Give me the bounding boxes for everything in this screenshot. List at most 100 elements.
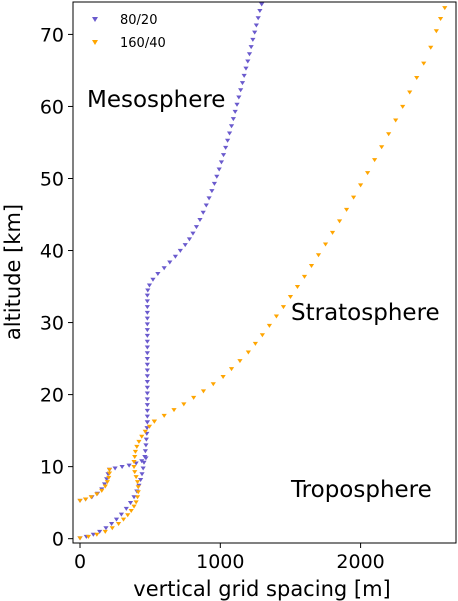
data-point-80-20 xyxy=(144,305,150,310)
data-point-160-40 xyxy=(171,408,177,413)
data-point-80-20 xyxy=(197,217,203,222)
data-point-80-20 xyxy=(144,333,150,338)
data-point-80-20 xyxy=(225,138,231,143)
data-point-80-20 xyxy=(144,368,150,373)
data-point-160-40 xyxy=(132,470,138,475)
data-point-80-20 xyxy=(193,225,200,230)
data-point-80-20 xyxy=(144,380,150,385)
data-point-160-40 xyxy=(191,395,197,400)
data-point-80-20 xyxy=(118,512,125,517)
data-point-160-40 xyxy=(102,484,108,489)
data-point-80-20 xyxy=(239,81,246,86)
data-point-80-20 xyxy=(144,299,150,304)
data-point-160-40 xyxy=(220,374,226,379)
data-point-80-20 xyxy=(236,95,242,100)
data-point-160-40 xyxy=(259,333,265,338)
data-point-80-20 xyxy=(119,465,125,470)
data-point-80-20 xyxy=(144,362,150,367)
legend-label-160-40: 160/40 xyxy=(120,36,166,51)
data-point-160-40 xyxy=(266,323,273,328)
data-point-80-20 xyxy=(142,449,148,454)
x-tick-label: 0 xyxy=(74,551,86,573)
data-point-160-40 xyxy=(252,341,258,346)
data-point-160-40 xyxy=(85,534,92,539)
data-point-80-20 xyxy=(127,501,134,506)
data-point-160-40 xyxy=(131,459,137,464)
x-tick-label: 2000 xyxy=(336,551,384,573)
data-point-160-40 xyxy=(287,295,294,300)
x-axis-label: vertical grid spacing [m] xyxy=(133,577,390,601)
data-point-80-20 xyxy=(209,189,215,194)
data-point-160-40 xyxy=(437,16,444,21)
data-point-160-40 xyxy=(294,284,301,289)
data-point-160-40 xyxy=(433,29,439,34)
data-point-160-40 xyxy=(142,429,148,434)
data-point-80-20 xyxy=(144,356,150,361)
data-point-160-40 xyxy=(136,439,142,444)
data-point-160-40 xyxy=(379,145,385,150)
data-point-80-20 xyxy=(112,466,118,471)
data-point-80-20 xyxy=(144,322,150,327)
data-point-80-20 xyxy=(255,16,261,21)
data-point-80-20 xyxy=(144,426,150,431)
data-point-160-40 xyxy=(88,495,94,500)
data-point-160-40 xyxy=(365,171,371,176)
data-point-80-20 xyxy=(144,351,150,356)
data-point-80-20 xyxy=(211,181,218,186)
data-point-80-20 xyxy=(144,310,150,315)
legend: 80/20 160/40 xyxy=(92,13,166,51)
data-point-80-20 xyxy=(182,243,188,248)
data-point-80-20 xyxy=(218,160,225,165)
data-point-160-40 xyxy=(280,305,287,310)
data-point-80-20 xyxy=(206,196,212,201)
data-point-80-20 xyxy=(101,482,108,487)
y-tick-label: 60 xyxy=(40,96,64,118)
data-point-80-20 xyxy=(228,124,235,129)
data-point-80-20 xyxy=(200,210,206,215)
data-point-160-40 xyxy=(181,402,187,407)
data-point-160-40 xyxy=(134,480,141,485)
legend-marker-80-20 xyxy=(92,17,98,22)
y-tick-label: 50 xyxy=(40,168,64,190)
data-point-160-40 xyxy=(77,536,83,541)
y-tick-label: 30 xyxy=(40,313,64,335)
data-point-80-20 xyxy=(167,260,173,265)
data-point-80-20 xyxy=(245,59,251,64)
y-tick-label: 40 xyxy=(40,241,64,263)
data-point-80-20 xyxy=(190,231,196,236)
data-point-80-20 xyxy=(253,23,259,28)
data-point-160-40 xyxy=(139,434,145,439)
data-point-160-40 xyxy=(414,76,420,81)
data-point-80-20 xyxy=(113,517,120,522)
data-point-80-20 xyxy=(123,506,129,511)
data-point-160-40 xyxy=(135,490,141,495)
data-point-80-20 xyxy=(161,266,167,271)
data-point-160-40 xyxy=(115,521,122,526)
data-point-160-40 xyxy=(106,475,112,480)
data-point-80-20 xyxy=(139,472,145,477)
data-point-80-20 xyxy=(220,153,227,158)
annotation-troposphere: Troposphere xyxy=(290,477,432,503)
data-point-160-40 xyxy=(120,517,127,522)
data-point-160-40 xyxy=(94,492,100,497)
data-point-80-20 xyxy=(144,397,150,402)
data-point-80-20 xyxy=(144,374,150,379)
data-point-80-20 xyxy=(186,237,193,242)
data-point-80-20 xyxy=(216,167,222,172)
data-point-160-40 xyxy=(421,61,427,66)
annotation-stratosphere: Stratosphere xyxy=(291,300,440,326)
data-point-160-40 xyxy=(200,389,207,394)
data-point-80-20 xyxy=(131,495,137,500)
data-point-160-40 xyxy=(83,497,89,502)
data-point-160-40 xyxy=(228,367,235,372)
data-point-160-40 xyxy=(308,264,315,269)
data-point-160-40 xyxy=(358,183,364,188)
data-point-80-20 xyxy=(232,109,238,114)
data-point-160-40 xyxy=(135,485,141,490)
data-point-80-20 xyxy=(126,463,132,468)
data-point-160-40 xyxy=(372,158,378,163)
data-point-160-40 xyxy=(132,449,139,454)
data-point-80-20 xyxy=(140,466,146,471)
data-point-160-40 xyxy=(301,274,308,279)
data-point-80-20 xyxy=(144,339,150,344)
